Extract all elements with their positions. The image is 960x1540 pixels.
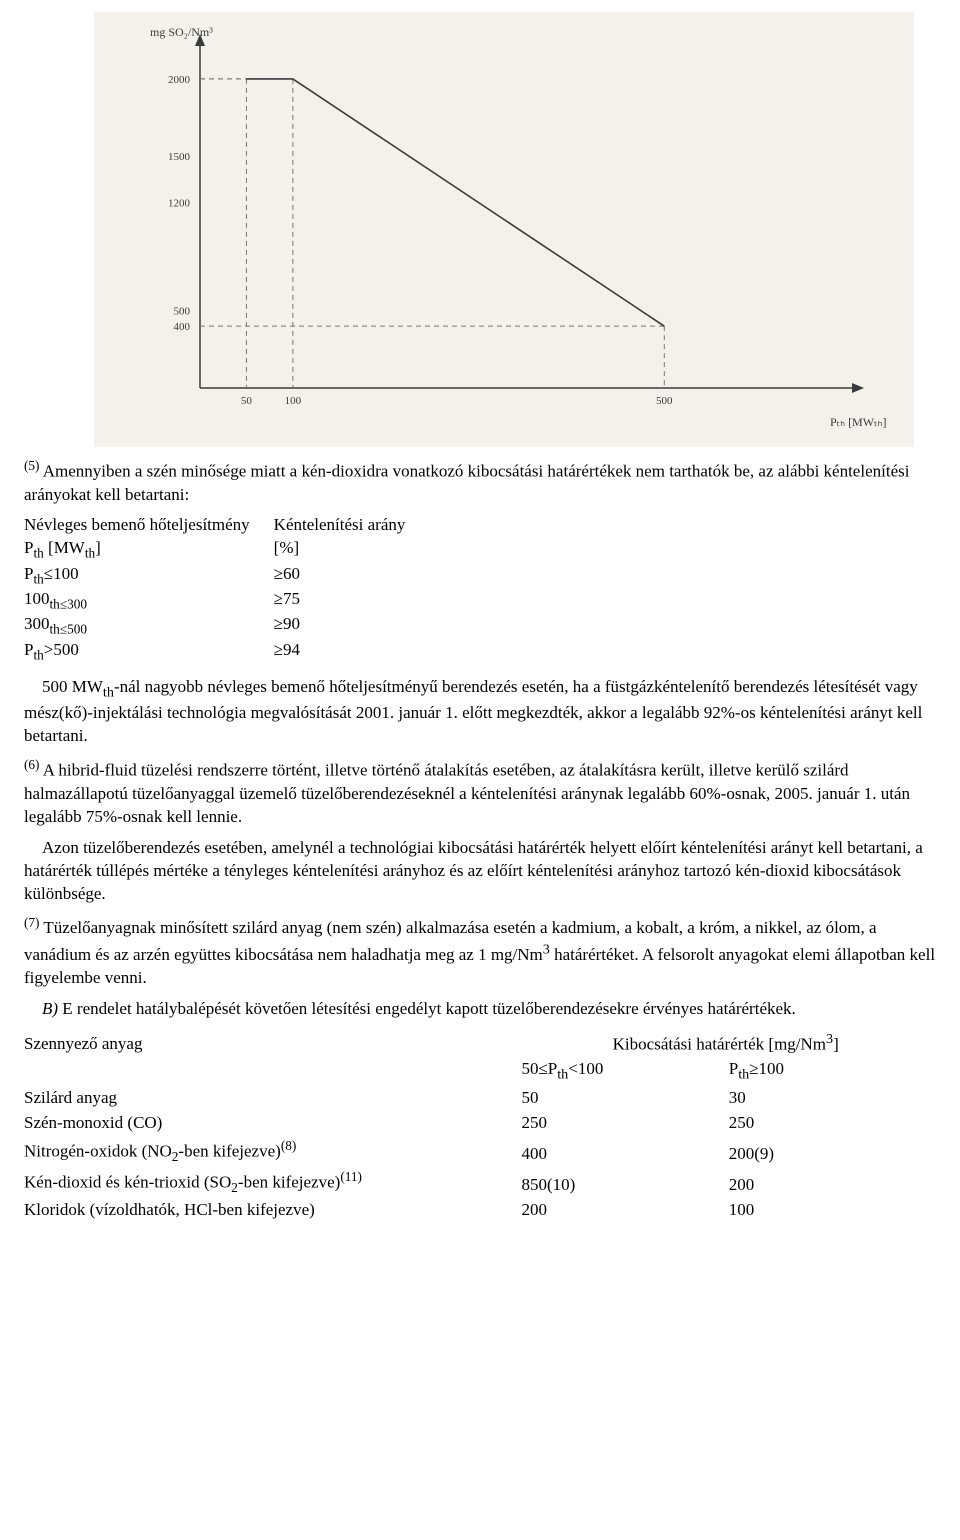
- t2-val2: 200(9): [729, 1136, 936, 1167]
- t2-val1: 250: [521, 1111, 728, 1136]
- table-row: 300th≤500≥90: [24, 613, 429, 638]
- para-azon: Azon tüzelőberendezés esetében, amelynél…: [24, 837, 936, 906]
- footnote-5-number: (5): [24, 458, 39, 473]
- svg-text:400: 400: [174, 321, 191, 333]
- t2-subcol2: Pth≥100: [729, 1057, 936, 1086]
- svg-text:100: 100: [285, 395, 302, 407]
- footnote-6-number: (6): [24, 757, 39, 772]
- t1-cell: Pth>500: [24, 639, 274, 664]
- table-row: Szilárd anyag5030: [24, 1086, 936, 1111]
- t2-label: Szilárd anyag: [24, 1086, 521, 1111]
- table-row: Pth>500≥94: [24, 639, 429, 664]
- para-500mw: 500 MWth-nál nagyobb névleges bemenő hőt…: [24, 676, 936, 748]
- chart-svg: mg SO₂/Nm³ Pₜₕ [MWₜₕ] 400 500 1200 1500 2000 50…: [100, 18, 900, 438]
- table-row: Nitrogén-oxidok (NO2-ben kifejezve)(8)40…: [24, 1136, 936, 1167]
- t2-value-header: Kibocsátási határérték [mg/Nm3]: [521, 1029, 936, 1058]
- svg-text:2000: 2000: [168, 74, 191, 86]
- table-row: Szén-monoxid (CO)250250: [24, 1111, 936, 1136]
- t1-cell: ≥60: [274, 563, 430, 588]
- footnote-6-text: A hibrid-fluid tüzelési rendszerre törté…: [24, 761, 910, 826]
- t2-val1: 50: [521, 1086, 728, 1111]
- t2-val1: 200: [521, 1198, 728, 1223]
- t2-val2: 30: [729, 1086, 936, 1111]
- svg-text:50: 50: [241, 395, 253, 407]
- footnote-5: (5) Amennyiben a szén minősége miatt a k…: [24, 457, 936, 507]
- t2-label: Szén-monoxid (CO): [24, 1111, 521, 1136]
- t1-col1-header2: Pth [MWth]: [24, 538, 101, 557]
- t2-label: Nitrogén-oxidok (NO2-ben kifejezve)(8): [24, 1136, 521, 1167]
- footnote-7: (7) Tüzelőanyagnak minősített szilárd an…: [24, 914, 936, 990]
- table-row: Kén-dioxid és kén-trioxid (SO2-ben kifej…: [24, 1167, 936, 1198]
- footnote-7-text: Tüzelőanyagnak minősített szilárd anyag …: [24, 918, 935, 987]
- desulphurisation-table: Névleges bemenő hőteljesítmény Pth [MWth…: [24, 514, 429, 663]
- table-row: 100th≤300≥75: [24, 588, 429, 613]
- svg-text:1500: 1500: [168, 151, 191, 163]
- t1-col2-header1: Kéntelenítési arány: [274, 515, 406, 534]
- t1-cell: Pth≤100: [24, 563, 274, 588]
- t2-label: Kén-dioxid és kén-trioxid (SO2-ben kifej…: [24, 1167, 521, 1198]
- table-row: Kloridok (vízoldhatók, HCl-ben kifejezve…: [24, 1198, 936, 1223]
- svg-text:Pₜₕ [MWₜₕ]: Pₜₕ [MWₜₕ]: [830, 415, 886, 429]
- t2-val2: 250: [729, 1111, 936, 1136]
- t1-cell: 300th≤500: [24, 613, 274, 638]
- t2-val2: 200: [729, 1167, 936, 1198]
- so2-chart: mg SO₂/Nm³ Pₜₕ [MWₜₕ] 400 500 1200 1500 2000 50…: [94, 12, 914, 447]
- t1-cell: ≥94: [274, 639, 430, 664]
- footnote-6: (6) A hibrid-fluid tüzelési rendszerre t…: [24, 756, 936, 828]
- t1-col1-header1: Névleges bemenő hőteljesítmény: [24, 515, 250, 534]
- t1-cell: ≥90: [274, 613, 430, 638]
- svg-text:500: 500: [656, 395, 673, 407]
- svg-text:500: 500: [174, 306, 191, 318]
- footnote-5-text: Amennyiben a szén minősége miatt a kén-d…: [24, 462, 909, 504]
- table-row: Pth≤100≥60: [24, 563, 429, 588]
- t2-val2: 100: [729, 1198, 936, 1223]
- t1-cell: ≥75: [274, 588, 430, 613]
- para-b: B) E rendelet hatálybalépését követően l…: [24, 998, 936, 1021]
- t2-label-header: Szennyező anyag: [24, 1029, 521, 1058]
- t2-subcol1: 50≤Pth<100: [521, 1057, 728, 1086]
- t2-val1: 850(10): [521, 1167, 728, 1198]
- t2-val1: 400: [521, 1136, 728, 1167]
- t2-label: Kloridok (vízoldhatók, HCl-ben kifejezve…: [24, 1198, 521, 1223]
- footnote-7-number: (7): [24, 915, 39, 930]
- svg-text:mg SO₂/Nm³: mg SO₂/Nm³: [150, 25, 213, 39]
- t1-cell: 100th≤300: [24, 588, 274, 613]
- emission-limits-table: Szennyező anyag Kibocsátási határérték […: [24, 1029, 936, 1223]
- t1-col2-header2: [%]: [274, 538, 299, 557]
- svg-text:1200: 1200: [168, 198, 191, 210]
